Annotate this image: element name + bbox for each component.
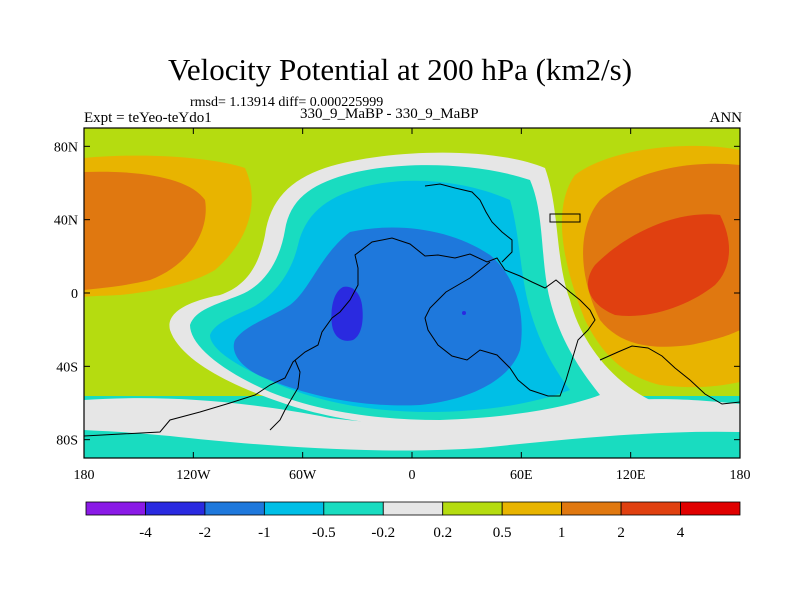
x-tick-label: 180 — [730, 468, 751, 483]
colorbar-label: 0.5 — [493, 525, 512, 541]
contour-fields — [84, 128, 740, 458]
y-tick-label: 80S — [56, 434, 78, 449]
y-tick-label: 0 — [71, 287, 78, 302]
field-negative-2 — [331, 286, 363, 341]
x-tick-label: 180 — [74, 468, 95, 483]
colorbar-swatch — [263, 501, 325, 516]
colorbar-swatch — [680, 501, 741, 516]
x-tick-label: 120E — [616, 468, 646, 483]
colorbar-swatch — [204, 501, 265, 516]
y-tick-label: 40S — [56, 360, 78, 375]
field-negative-spot — [462, 311, 466, 315]
colorbar-swatch — [561, 501, 622, 516]
colorbar-label: -0.2 — [371, 525, 395, 541]
field-east-max — [587, 214, 730, 316]
chart-title: Velocity Potential at 200 hPa (km2/s) — [167, 52, 633, 87]
y-tick-label: 40N — [54, 214, 78, 229]
season-label: ANN — [709, 110, 743, 126]
colorbar-swatch — [323, 501, 384, 516]
colorbar-label: 4 — [677, 525, 685, 541]
coastlines — [83, 183, 741, 437]
x-tick-label: 120W — [176, 468, 211, 483]
x-tick-label: 60W — [289, 468, 317, 483]
field-negative-1 — [233, 227, 522, 406]
x-tick-label: 60E — [510, 468, 533, 483]
colorbar: -4 -2 -1 -0.5 -0.2 0.2 0.5 1 2 4 — [85, 501, 741, 541]
colorbar-label: -0.5 — [312, 525, 336, 541]
coastline-north — [424, 183, 513, 263]
colorbar-swatch — [501, 501, 563, 516]
colorbar-swatch — [382, 501, 444, 516]
x-axis: 180 120W 60W 0 60E 120E 180 — [74, 128, 751, 483]
field-west-strong — [84, 171, 206, 290]
y-tick-label: 80N — [54, 140, 78, 155]
y-axis: 80N 40N 0 40S 80S — [54, 140, 740, 449]
coastline-main — [83, 237, 596, 437]
colorbar-label: -4 — [139, 525, 152, 541]
colorbar-swatch — [620, 501, 681, 516]
colorbar-label: -1 — [258, 525, 271, 541]
coastline-east — [599, 345, 741, 405]
x-tick-label: 0 — [409, 468, 416, 483]
colorbar-label: 1 — [558, 525, 566, 541]
colorbar-label: 2 — [617, 525, 625, 541]
colorbar-swatch — [85, 501, 146, 516]
colorbar-label: 0.2 — [433, 525, 452, 541]
coastline-island — [549, 213, 581, 223]
colorbar-label: -2 — [199, 525, 212, 541]
comparison-label: 330_9_MaBP - 330_9_MaBP — [300, 106, 479, 122]
experiment-label: Expt = teYeo-teYdo1 — [84, 110, 212, 126]
stats-label: rmsd= 1.13914 diff= 0.000225999 — [190, 95, 384, 110]
coastline-peninsula — [269, 359, 301, 431]
colorbar-swatch — [145, 501, 206, 516]
colorbar-swatch — [442, 501, 503, 516]
